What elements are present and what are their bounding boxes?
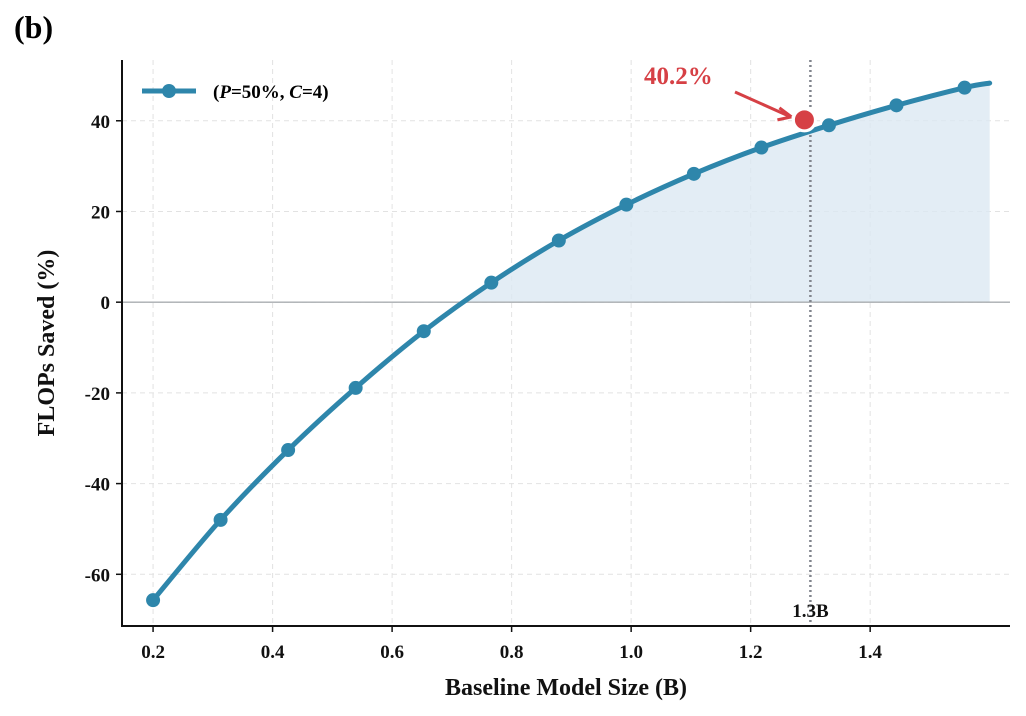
x-tick-label: 0.4 <box>261 642 285 663</box>
axes <box>121 60 1010 627</box>
y-tick-label: 40 <box>91 112 110 133</box>
panel-label: (b) <box>14 9 53 45</box>
data-point <box>146 593 161 608</box>
data-point <box>484 275 499 290</box>
y-tick-label: 0 <box>101 293 111 314</box>
data-point <box>754 140 769 155</box>
data-point <box>213 512 228 527</box>
y-tick-label: -60 <box>85 565 110 586</box>
x-axis-label: Baseline Model Size (B) <box>445 675 687 701</box>
data-point <box>281 443 296 458</box>
x-tick-label: 1.4 <box>858 642 882 663</box>
highlight-annotation: 40.2% <box>644 63 817 133</box>
data-point <box>416 324 431 339</box>
annotation-arrow <box>734 90 790 118</box>
arrow-head <box>777 106 793 122</box>
y-tick-label: -40 <box>85 475 110 496</box>
data-point <box>889 98 904 113</box>
data-point <box>619 197 634 212</box>
data-point <box>957 80 972 95</box>
data-point <box>551 233 566 248</box>
y-tick-label: -20 <box>85 384 110 405</box>
x-tick-label: 1.2 <box>739 642 763 663</box>
y-axis-label: FLOPs Saved (%) <box>34 250 60 437</box>
data-point <box>686 166 701 181</box>
x-ticks: 0.2 0.4 0.6 0.8 1.0 1.2 1.4 <box>141 626 883 663</box>
legend: (P=50%, C=4) <box>142 82 329 103</box>
x-tick-label: 0.6 <box>380 642 404 663</box>
highlight-point <box>791 107 817 133</box>
x-tick-label: 0.8 <box>500 642 524 663</box>
positive-area-fill <box>464 83 990 303</box>
x-tick-label: 1.0 <box>619 642 643 663</box>
highlight-label: 40.2% <box>644 63 713 90</box>
series-markers <box>146 80 972 608</box>
x-tick-label: 0.2 <box>141 642 165 663</box>
y-tick-label: 20 <box>91 202 110 223</box>
reference-label: 1.3B <box>792 601 829 622</box>
data-point <box>821 118 836 133</box>
data-point <box>348 380 363 395</box>
legend-label: (P=50%, C=4) <box>213 82 329 103</box>
legend-marker <box>162 84 176 98</box>
y-ticks: -60 -40 -20 0 20 40 <box>85 112 122 586</box>
